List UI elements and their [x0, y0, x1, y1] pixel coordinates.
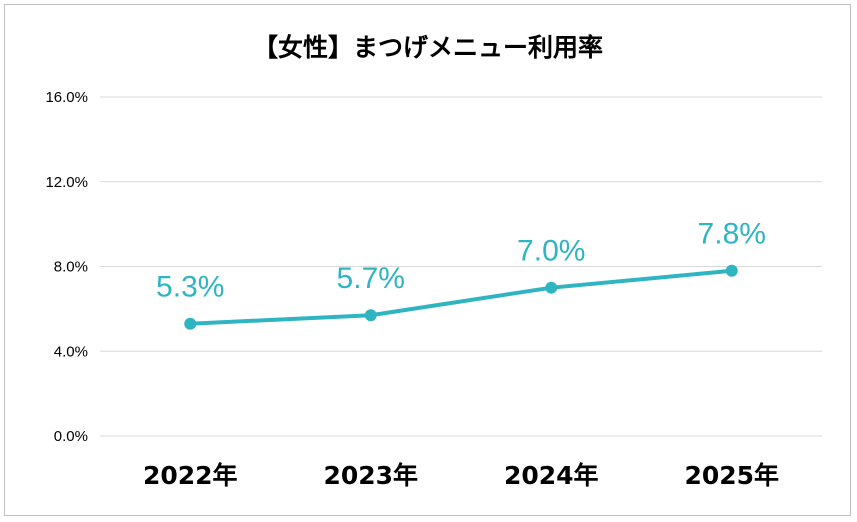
data-label: 7.0% [517, 235, 585, 268]
data-labels: 5.3% 5.7% 7.0% 7.8% [156, 218, 766, 304]
x-axis-ticks: 2022年 2023年 2024年 2025年 [143, 461, 779, 490]
y-tick-label: 8.0% [54, 259, 88, 276]
data-point [725, 264, 738, 277]
data-point [364, 309, 377, 322]
y-tick-label: 16.0% [45, 89, 88, 106]
data-point [184, 317, 197, 330]
x-tick-label: 2024年 [504, 461, 599, 490]
gridlines [100, 96, 822, 437]
chart-title: 【女性】まつげメニュー利用率 [253, 33, 603, 62]
x-tick-label: 2023年 [323, 461, 418, 490]
series-line [188, 268, 734, 326]
series-layer [184, 264, 738, 330]
y-tick-label: 12.0% [45, 174, 88, 191]
y-axis-ticks: 0.0% 4.0% 8.0% 12.0% 16.0% [45, 89, 88, 445]
chart-frame [4, 4, 851, 516]
data-label: 5.3% [156, 271, 224, 304]
data-point [545, 281, 558, 294]
y-tick-label: 0.0% [54, 428, 88, 445]
data-label: 7.8% [698, 218, 766, 251]
y-tick-label: 4.0% [54, 343, 88, 360]
data-label: 5.7% [337, 262, 405, 295]
x-tick-label: 2022年 [143, 461, 238, 490]
x-tick-label: 2025年 [684, 461, 779, 490]
